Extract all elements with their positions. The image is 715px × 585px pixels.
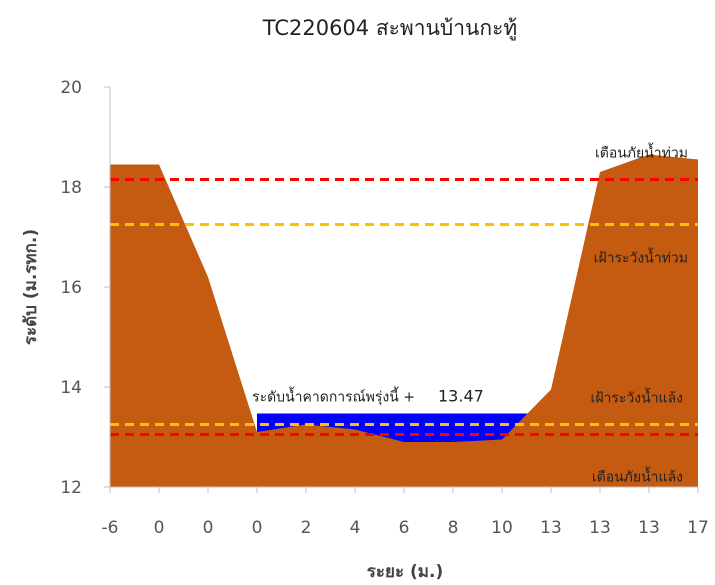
y-tick-label-0: 12 — [60, 478, 82, 498]
threshold-label-3: เตือนภัยน้ำแล้ง — [592, 467, 683, 486]
threshold-label-1: เฝ้าระวังน้ำท่วม — [594, 248, 688, 267]
x-axis-label: ระยะ (ม.) — [367, 562, 443, 582]
y-axis-label: ระดับ (ม.รทก.) — [21, 229, 41, 345]
x-tick-label-0: -6 — [102, 518, 119, 538]
y-tick-label-3: 18 — [60, 178, 82, 198]
x-tick-label-12: 17 — [687, 518, 709, 538]
water-level-value: 13.47 — [438, 387, 484, 406]
x-tick-label-1: 0 — [154, 518, 165, 538]
water-level-label: ระดับน้ำคาดการณ์พรุ่งนี้ + — [252, 387, 415, 406]
y-tick-label-2: 16 — [60, 278, 82, 298]
x-tick-label-3: 0 — [252, 518, 263, 538]
x-tick-label-2: 0 — [203, 518, 214, 538]
y-tick-label-1: 14 — [60, 378, 82, 398]
y-tick-label-4: 20 — [60, 78, 82, 98]
threshold-label-0: เตือนภัยน้ำท่วม — [595, 143, 688, 162]
chart-title: TC220604 สะพานบ้านกะทู้ — [262, 16, 518, 41]
threshold-label-2: เฝ้าระวังน้ำแล้ง — [591, 388, 683, 407]
plot-area: 12 14 16 18 20 -6 0 0 0 2 4 6 8 10 13 13 13 17 เตือนภัยน้ำ… — [60, 78, 708, 538]
x-tick-label-8: 10 — [491, 518, 513, 538]
x-tick-label-4: 2 — [301, 518, 312, 538]
x-tick-label-5: 4 — [350, 518, 361, 538]
x-tick-label-9: 13 — [540, 518, 562, 538]
x-tick-label-11: 13 — [638, 518, 660, 538]
ground-profile-area — [110, 154, 698, 487]
x-tick-label-6: 6 — [399, 518, 410, 538]
x-tick-label-10: 13 — [589, 518, 611, 538]
x-tick-label-7: 8 — [448, 518, 459, 538]
